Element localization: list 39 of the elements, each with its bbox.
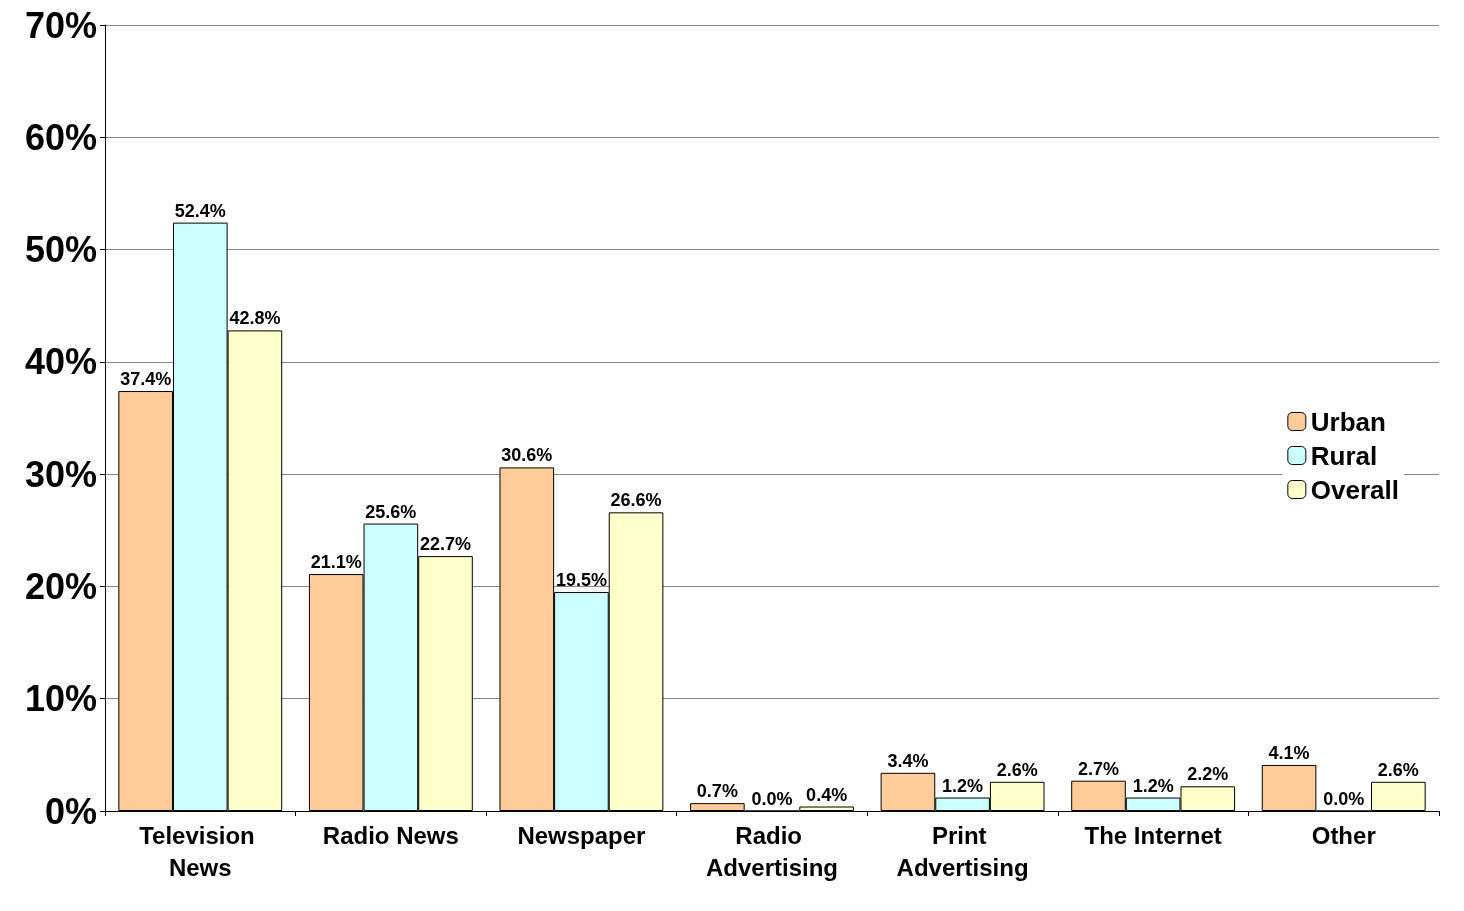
- y-tick-label: 20%: [24, 565, 97, 607]
- x-tick-label: The Internet: [1084, 821, 1222, 849]
- y-tick-label: 0%: [44, 790, 97, 832]
- data-label: 0.7%: [696, 781, 738, 802]
- y-tick-label: 70%: [24, 4, 97, 46]
- data-label: 21.1%: [310, 552, 362, 573]
- data-label: 3.4%: [887, 750, 929, 771]
- data-label: 2.2%: [1187, 764, 1229, 785]
- data-label: 0.4%: [806, 784, 848, 805]
- data-label: 1.2%: [942, 775, 984, 796]
- data-label: 37.4%: [120, 369, 172, 390]
- x-tick-label: Print Advertising: [896, 821, 1029, 881]
- data-label: 1.2%: [1132, 775, 1174, 796]
- y-tick-label: 30%: [24, 453, 97, 495]
- x-tick-label: Television News: [139, 821, 262, 881]
- data-label: 19.5%: [555, 570, 607, 591]
- data-label: 42.8%: [229, 308, 281, 329]
- y-tick-label: 60%: [24, 116, 97, 158]
- data-label: 0.0%: [751, 788, 793, 809]
- data-label: 26.6%: [610, 490, 662, 511]
- data-label: 22.7%: [419, 534, 472, 555]
- data-label: 2.6%: [996, 759, 1038, 780]
- y-tick-label: 50%: [24, 229, 97, 271]
- data-label: 0.0%: [1323, 788, 1365, 809]
- y-tick-label: 10%: [24, 678, 97, 720]
- data-label: 25.6%: [365, 501, 417, 522]
- x-tick-label: Newspaper: [517, 821, 646, 849]
- legend-label: Urban: [1310, 406, 1386, 437]
- x-tick-label: Other: [1311, 821, 1376, 849]
- y-tick-label: 40%: [24, 341, 97, 383]
- legend-label: Overall: [1310, 474, 1399, 505]
- data-label: 2.6%: [1377, 759, 1419, 780]
- data-label: 2.7%: [1078, 758, 1120, 779]
- data-label: 30.6%: [501, 445, 553, 466]
- legend-label: Rural: [1310, 440, 1378, 471]
- data-label: 4.1%: [1268, 742, 1310, 763]
- x-tick-label: Radio Advertising: [705, 821, 839, 881]
- data-label: 52.4%: [174, 200, 226, 221]
- x-tick-label: Radio News: [322, 821, 459, 849]
